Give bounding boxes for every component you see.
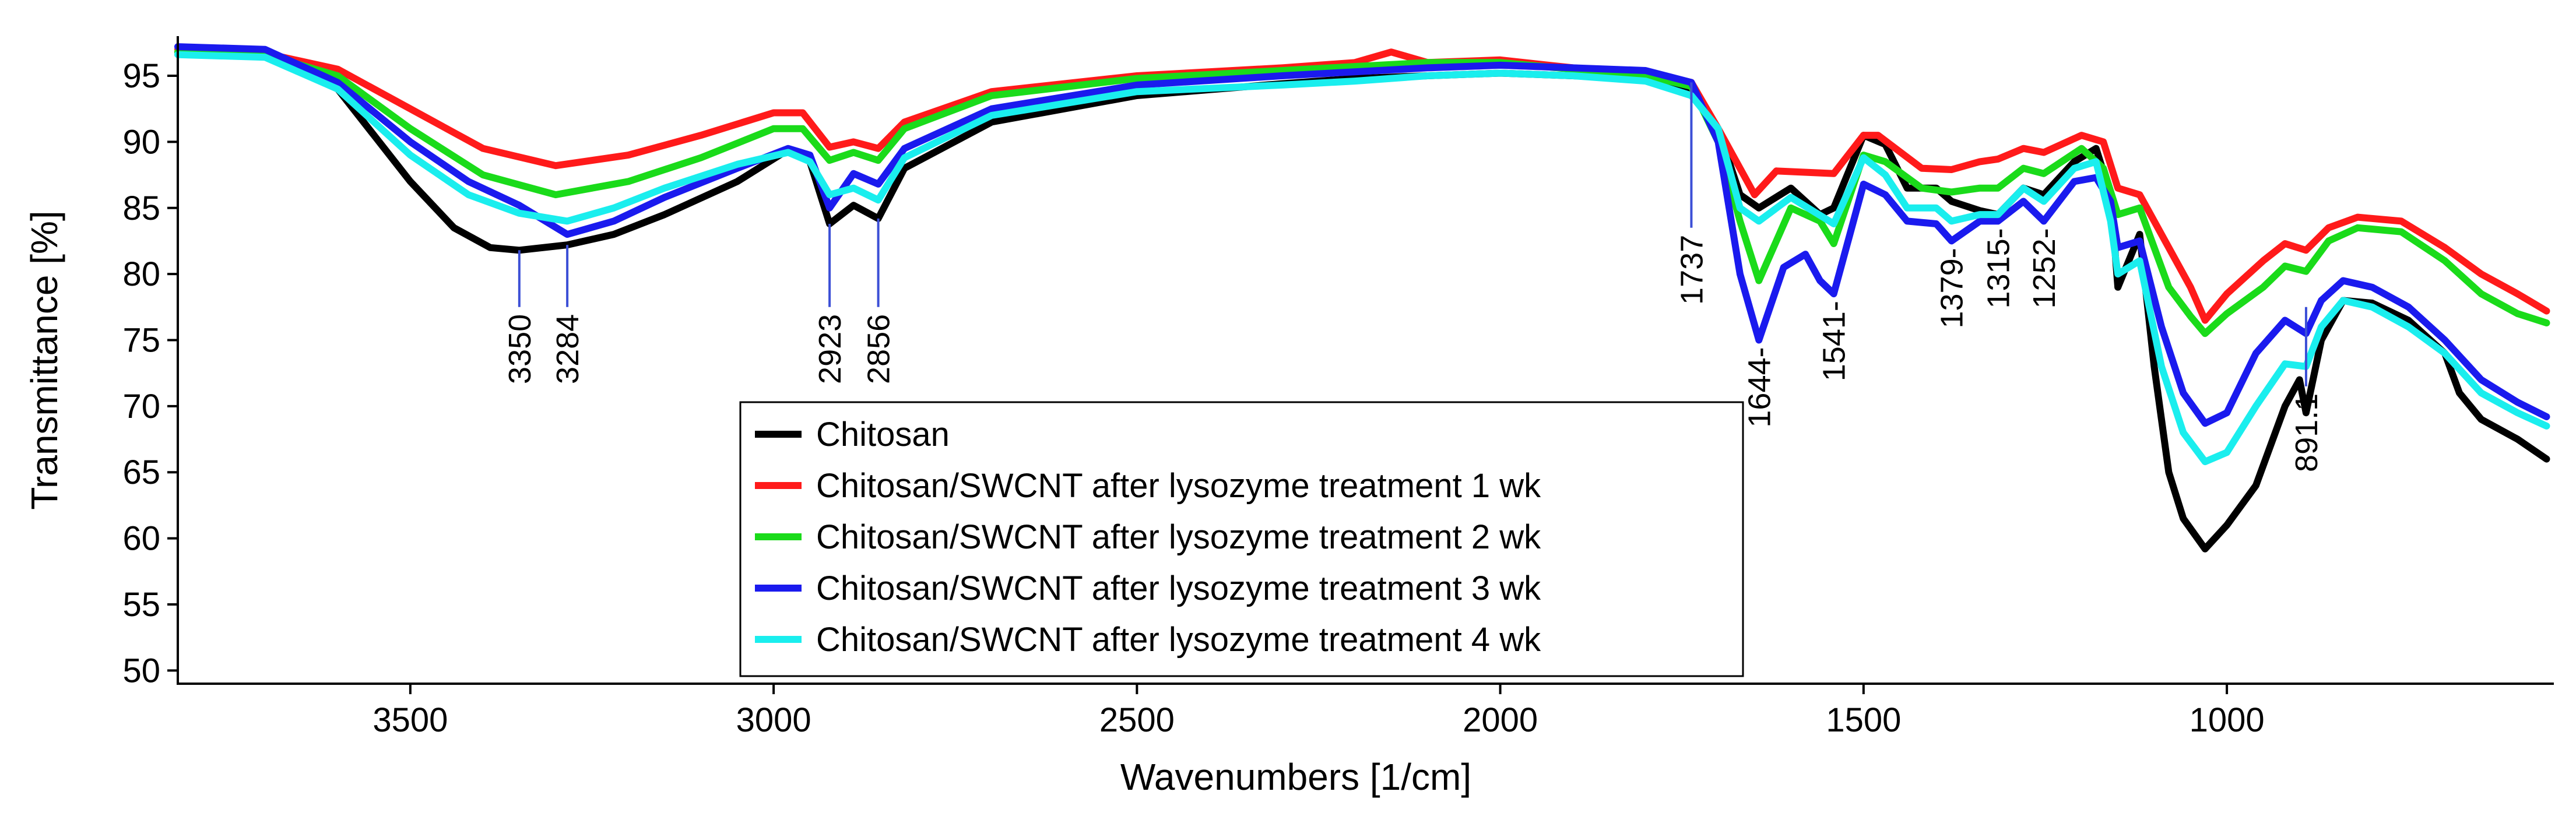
x-tick-label: 1500 [1826,701,1901,739]
peak-label: 891.1 [2289,393,2324,472]
peak-label: 1541- [1817,301,1852,381]
series-line-2 [174,45,2550,324]
y-axis-ticks: 50 55 60 65 70 75 80 85 90 95 [122,57,178,690]
x-tick-label: 2500 [1099,701,1175,739]
y-tick-label: 80 [122,255,160,293]
legend-label: Chitosan [816,416,950,453]
y-tick-label: 95 [122,57,160,95]
peak-label: 1315- [1981,228,2016,308]
y-tick-label: 60 [122,520,160,558]
x-tick-label: 3000 [736,701,811,739]
legend-box [739,401,1744,677]
series-line-5 [174,51,2550,466]
x-tick-label: 1000 [2190,701,2265,739]
peak-label: 2856 [862,314,897,384]
peak-label: 2923 [813,314,848,384]
series-layer [174,43,2550,553]
series-line-3 [174,48,2550,337]
x-tick-label: 2000 [1463,701,1538,739]
peak-label: 3350 [502,314,537,384]
peak-label: 1252- [2027,228,2062,308]
y-axis-title: Transmittance [%] [23,210,65,509]
peak-label: 3284 [550,314,585,384]
y-tick-label: 65 [122,453,160,491]
legend: Chitosan Chitosan/SWCNT after lysozyme tr… [739,401,1744,677]
x-axis-ticks: 3500 3000 2500 2000 1500 1000 [372,684,2265,739]
x-axis-title: Wavenumbers [1/cm] [1120,756,1471,798]
legend-label: Chitosan/SWCNT after lysozyme treatment … [816,467,1541,505]
y-tick-label: 90 [122,123,160,161]
legend-label: Chitosan/SWCNT after lysozyme treatment … [816,518,1541,556]
series-line-1 [174,48,2550,553]
axis-frame [177,36,2554,685]
legend-label: Chitosan/SWCNT after lysozyme treatment … [816,569,1541,607]
y-tick-label: 70 [122,388,160,425]
legend-label: Chitosan/SWCNT after lysozyme treatment … [816,621,1541,659]
y-tick-label: 85 [122,189,160,227]
peak-label: 1737 [1674,235,1709,305]
y-tick-label: 75 [122,321,160,359]
series-line-4 [174,43,2550,427]
peak-label: 1379- [1935,248,1970,328]
peak-label: 1644- [1742,347,1777,428]
y-tick-label: 50 [122,652,160,690]
peak-annotations: 3350 3284 2923 2856 1737 1644- 1541- 1379- 1315-… [502,82,2324,472]
x-tick-label: 3500 [372,701,448,739]
y-tick-label: 55 [122,586,160,624]
